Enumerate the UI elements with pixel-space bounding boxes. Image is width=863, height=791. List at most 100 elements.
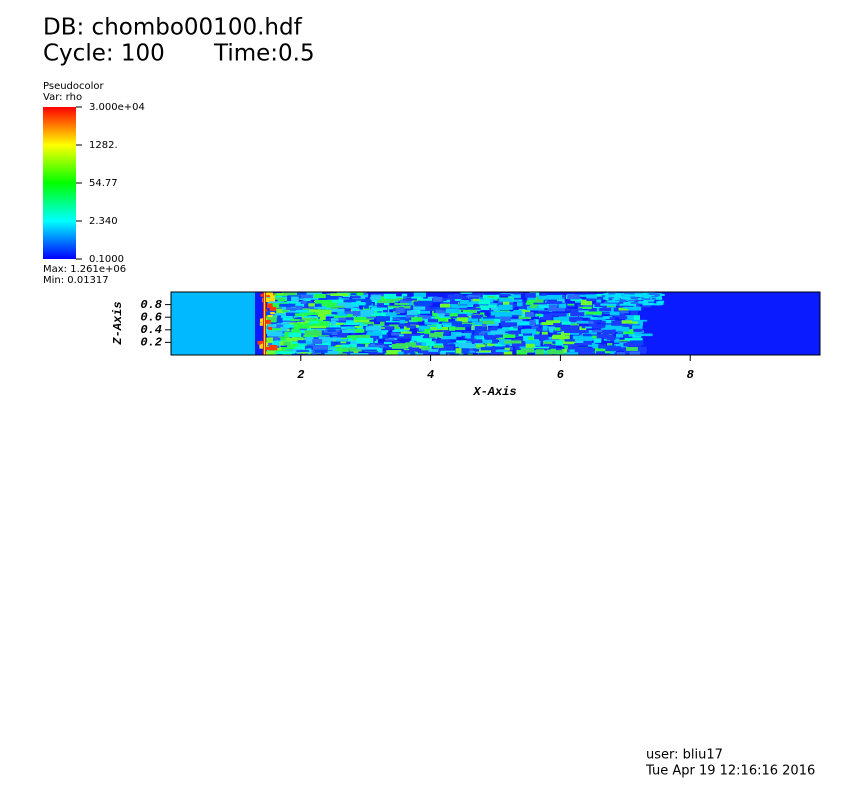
- field-cell: [644, 297, 650, 300]
- field-cell: [326, 305, 337, 308]
- field-cell: [593, 339, 602, 343]
- field-cell: [436, 339, 451, 344]
- field-cell: [556, 298, 565, 303]
- field-cell: [553, 317, 569, 322]
- field-cell: [615, 333, 627, 338]
- field-cell: [638, 301, 649, 304]
- field-cell: [567, 330, 575, 332]
- field-cell: [585, 326, 592, 329]
- field-cell: [551, 335, 570, 340]
- field-cell: [480, 347, 498, 352]
- field-cell: [324, 350, 339, 355]
- field-cell: [543, 344, 557, 348]
- field-cell: [619, 303, 634, 306]
- field-cell: [643, 299, 655, 302]
- field-cell: [576, 294, 588, 297]
- y-tick-label: 0.4: [140, 323, 162, 337]
- field-cell: [415, 345, 424, 348]
- field-cell: [482, 320, 495, 324]
- field-cell: [474, 326, 488, 332]
- field-cell: [601, 319, 615, 324]
- field-cell: [425, 306, 430, 311]
- shock-core: [264, 292, 265, 355]
- field-cell: [432, 312, 438, 317]
- field-cell: [324, 327, 342, 330]
- field-cell: [546, 338, 563, 341]
- field-cell: [630, 310, 638, 316]
- field-cell: [346, 296, 361, 299]
- field-cell: [520, 348, 535, 353]
- field-cell: [483, 335, 499, 339]
- field-cell: [274, 313, 286, 316]
- field-cell: [476, 350, 492, 353]
- field-cell: [265, 346, 274, 351]
- field-cell: [451, 321, 463, 327]
- field-cell: [439, 314, 450, 319]
- field-cell: [576, 320, 589, 324]
- field-cell: [564, 330, 577, 334]
- field-cell: [276, 293, 284, 295]
- field-cell: [590, 321, 597, 327]
- field-cell: [546, 301, 563, 304]
- field-cell: [325, 337, 341, 341]
- field-cell: [462, 317, 479, 322]
- field-cell: [567, 345, 579, 350]
- field-cell: [537, 347, 549, 350]
- field-cell: [651, 297, 656, 300]
- field-cell: [626, 347, 638, 351]
- field-cell: [283, 341, 291, 346]
- field-cell: [602, 329, 616, 335]
- field-cell: [635, 293, 649, 296]
- field-cell: [569, 316, 579, 318]
- field-cell: [521, 329, 537, 334]
- field-cell: [582, 333, 592, 337]
- field-cell: [574, 348, 593, 354]
- field-cell: [458, 322, 475, 325]
- field-cell: [311, 336, 319, 339]
- field-cell: [488, 337, 497, 340]
- field-cell: [411, 296, 423, 301]
- field-cell: [625, 294, 634, 297]
- field-cell: [309, 325, 327, 329]
- field-cell: [644, 296, 650, 299]
- field-cell: [460, 292, 473, 295]
- field-cell: [329, 311, 342, 315]
- field-cell: [527, 336, 536, 340]
- field-cell: [318, 296, 328, 301]
- field-cell: [578, 339, 593, 344]
- field-cell: [292, 346, 303, 349]
- field-cell: [592, 343, 600, 349]
- field-cell: [625, 315, 637, 321]
- field-cell: [525, 292, 536, 298]
- field-cell: [267, 315, 273, 318]
- field-cell: [329, 308, 339, 314]
- field-cell: [297, 344, 305, 350]
- field-cell: [335, 299, 350, 305]
- field-cell: [443, 304, 458, 308]
- field-cell: [406, 325, 417, 328]
- field-cell: [356, 337, 374, 344]
- field-cell: [576, 347, 594, 350]
- field-cell: [611, 320, 629, 326]
- field-cell: [621, 297, 631, 300]
- field-cell: [516, 321, 535, 326]
- field-cell: [658, 293, 665, 296]
- field-cell: [652, 294, 660, 297]
- field-cell: [382, 333, 388, 339]
- field-cell: [337, 332, 347, 338]
- field-cell: [270, 295, 275, 299]
- field-cell: [657, 296, 662, 299]
- field-cell: [630, 296, 636, 299]
- field-cell: [269, 306, 277, 311]
- field-cell: [479, 331, 497, 337]
- field-cell: [533, 346, 550, 349]
- field-cell: [359, 309, 375, 315]
- field-cell: [285, 305, 303, 310]
- field-cell: [581, 330, 598, 335]
- field-cell: [492, 325, 498, 330]
- field-cell: [556, 331, 566, 334]
- field-cell: [627, 306, 642, 311]
- field-cell: [475, 344, 486, 347]
- field-cell: [619, 339, 630, 342]
- field-cell: [443, 330, 450, 335]
